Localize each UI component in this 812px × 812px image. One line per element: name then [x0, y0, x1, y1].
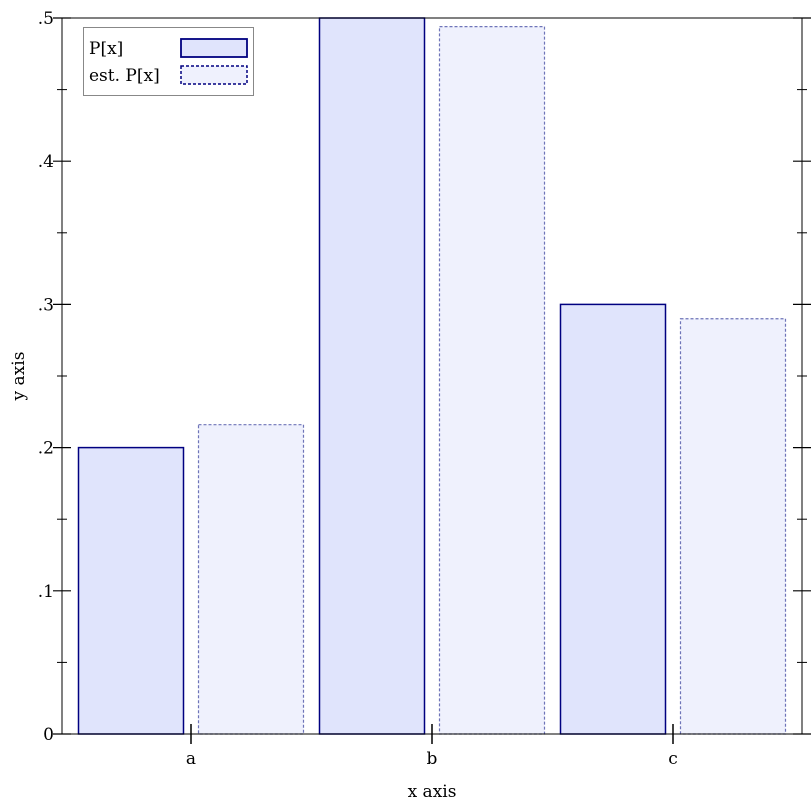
x-tick-label-b: b	[427, 749, 438, 769]
legend-swatch-p	[180, 38, 248, 58]
x-tick-label-a: a	[186, 749, 196, 769]
legend-swatch-est-p	[180, 65, 248, 85]
y-tick-label: .1	[38, 582, 54, 602]
bar-p-c	[559, 303, 667, 735]
bar-p-b	[318, 17, 426, 735]
x-axis-title: x axis	[408, 782, 457, 802]
bar-est-p-b	[438, 25, 546, 735]
bars-layer	[77, 17, 787, 735]
bar-est-p-c	[679, 318, 787, 735]
y-tick-label: .2	[38, 439, 54, 459]
y-tick-label: 0	[43, 725, 54, 745]
bar-p-a	[77, 446, 185, 735]
y-tick-label: .4	[38, 152, 54, 172]
labels-layer: 0 .1 .2 .3 .4 .5 a b c	[38, 9, 678, 769]
legend-label-est-p: est. P[x]	[89, 66, 160, 86]
y-axis-title: y axis	[9, 352, 29, 402]
legend: P[x] est. P[x]	[83, 27, 254, 96]
x-tick-label-c: c	[668, 749, 678, 769]
bar-est-p-a	[197, 424, 305, 735]
y-tick-label: .5	[38, 9, 54, 29]
y-tick-label: .3	[38, 295, 54, 315]
legend-label-p: P[x]	[89, 39, 123, 59]
ticks-layer	[53, 17, 811, 744]
